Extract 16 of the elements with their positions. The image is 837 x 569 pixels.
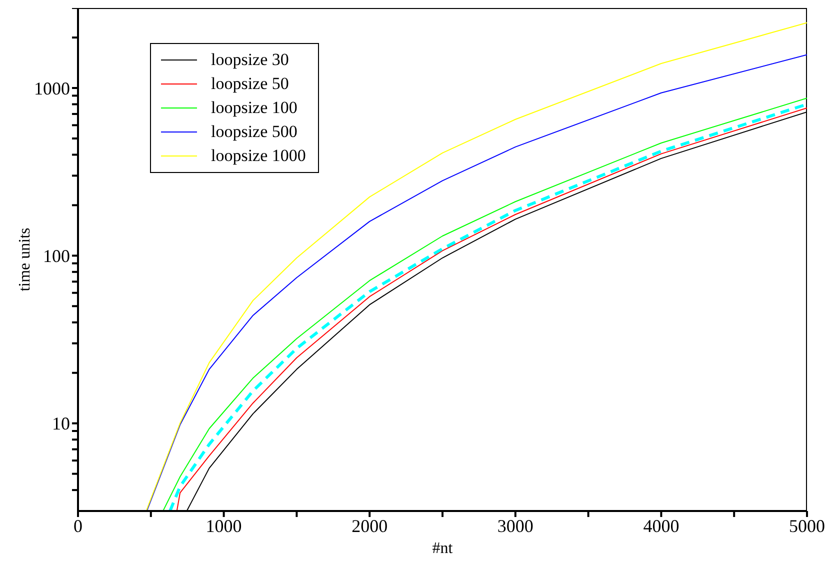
- x-tick-label: 0: [74, 516, 82, 536]
- legend-label: loopsize 1000: [211, 145, 306, 167]
- x-tick-label: 2000: [352, 516, 388, 536]
- y-axis-title: time units: [16, 228, 34, 292]
- legend-label: loopsize 50: [211, 73, 289, 95]
- x-tick-label: 4000: [643, 516, 680, 536]
- y-tick-label: 1000: [34, 78, 70, 98]
- y-tick-label: 100: [43, 246, 70, 266]
- x-tick-label: 1000: [206, 516, 242, 536]
- legend-label: loopsize 30: [211, 49, 289, 71]
- x-tick-label: 3000: [497, 516, 534, 536]
- y-tick-label: 10: [52, 414, 70, 434]
- legend-label: loopsize 100: [211, 97, 298, 119]
- legend-label: loopsize 500: [211, 121, 298, 143]
- x-tick-label: 5000: [789, 516, 825, 536]
- x-axis-title: #nt: [432, 540, 454, 557]
